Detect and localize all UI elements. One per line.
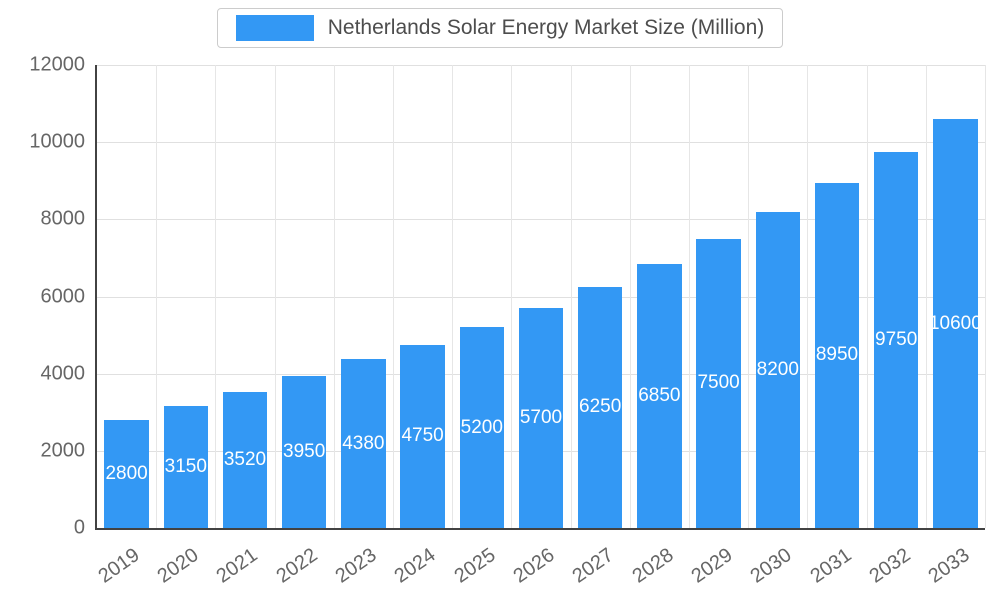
y-axis-tick-label: 6000 bbox=[40, 285, 86, 307]
gridline bbox=[688, 65, 690, 528]
x-axis-tick-label: 2032 bbox=[865, 544, 915, 588]
bar-value-label: 2800 bbox=[105, 462, 148, 484]
gridline bbox=[748, 65, 750, 528]
legend-swatch bbox=[235, 15, 314, 41]
bar-value-label: 3150 bbox=[164, 456, 207, 478]
x-axis-tick-label: 2019 bbox=[94, 544, 144, 588]
bar-value-label: 4750 bbox=[401, 425, 444, 447]
gridline bbox=[452, 65, 454, 528]
x-axis-tick-label: 2026 bbox=[509, 544, 559, 588]
bar[interactable]: 10600 bbox=[929, 119, 982, 528]
gridline bbox=[629, 65, 631, 528]
x-axis-tick-label: 2028 bbox=[628, 544, 678, 588]
x-axis: 2019 2020 2021 2022 2023 2024 2025 2026 2027 2028… bbox=[94, 538, 985, 598]
y-axis-tick-label: 10000 bbox=[29, 130, 85, 153]
gridline bbox=[97, 65, 985, 66]
gridline bbox=[511, 65, 513, 528]
bar[interactable]: 7500 bbox=[696, 238, 741, 528]
bar[interactable]: 6250 bbox=[578, 286, 623, 528]
bar[interactable]: 5700 bbox=[518, 308, 564, 528]
bar-value-label: 8950 bbox=[815, 344, 859, 366]
x-axis-tick-label: 2031 bbox=[806, 544, 856, 588]
bar[interactable]: 5200 bbox=[459, 327, 504, 528]
gridline bbox=[807, 65, 809, 528]
bar-value-label: 5200 bbox=[460, 416, 503, 438]
bar[interactable]: 4750 bbox=[400, 344, 445, 528]
bar[interactable]: 3520 bbox=[222, 392, 268, 528]
gridline bbox=[985, 65, 986, 528]
bar[interactable]: 9750 bbox=[874, 151, 919, 528]
x-axis-tick-label: 2033 bbox=[924, 544, 974, 588]
bar-value-label: 5700 bbox=[519, 407, 563, 429]
bar-value-label: 6850 bbox=[638, 384, 681, 406]
x-axis-tick-label: 2023 bbox=[331, 544, 381, 588]
bar[interactable]: 3150 bbox=[163, 406, 208, 528]
bar[interactable]: 2800 bbox=[104, 419, 149, 528]
gridline bbox=[97, 142, 985, 144]
bar[interactable]: 8950 bbox=[814, 182, 860, 528]
plot-area: 0 2000 4000 6000 8000 10000 12000 2800 3150 3520 3… bbox=[29, 54, 986, 539]
bar-value-label: 10600 bbox=[928, 312, 982, 334]
y-axis-tick-label: 0 bbox=[73, 516, 85, 539]
x-axis-tick-label: 2027 bbox=[568, 544, 618, 588]
gridline bbox=[97, 296, 985, 298]
legend-item[interactable]: Netherlands Solar Energy Market Size (Mi… bbox=[216, 8, 784, 48]
gridline bbox=[866, 65, 868, 528]
gridline bbox=[97, 219, 985, 221]
bar[interactable]: 4380 bbox=[341, 359, 386, 528]
bar-value-label: 3520 bbox=[223, 449, 267, 471]
legend-label: Netherlands Solar Energy Market Size (Mi… bbox=[327, 16, 765, 39]
y-axis-tick-label: 2000 bbox=[40, 439, 86, 462]
x-axis-tick-label: 2025 bbox=[450, 544, 500, 588]
x-axis-tick-label: 2020 bbox=[153, 544, 203, 588]
gridline bbox=[925, 65, 927, 528]
gridline bbox=[392, 65, 394, 528]
x-axis-tick-label: 2024 bbox=[390, 544, 440, 588]
x-axis-tick-label: 2021 bbox=[212, 544, 262, 588]
x-axis-tick-label: 2022 bbox=[272, 544, 322, 588]
bar-value-label: 7500 bbox=[697, 372, 740, 394]
y-axis-tick-label: 8000 bbox=[40, 207, 86, 230]
x-axis-tick-label: 2029 bbox=[687, 544, 737, 588]
gridline bbox=[156, 65, 158, 528]
bar-value-label: 3950 bbox=[283, 440, 326, 462]
bar[interactable]: 6850 bbox=[637, 263, 682, 528]
gridline bbox=[333, 65, 335, 528]
gridline bbox=[274, 65, 276, 528]
legend: Netherlands Solar Energy Market Size (Mi… bbox=[0, 8, 1000, 48]
bar-value-label: 4380 bbox=[342, 432, 385, 454]
x-axis-tick-label: 2030 bbox=[746, 544, 796, 588]
bar-value-label: 9750 bbox=[875, 328, 918, 350]
bar[interactable]: 3950 bbox=[282, 375, 327, 528]
bar[interactable]: 8200 bbox=[755, 211, 800, 528]
y-axis-tick-label: 12000 bbox=[29, 53, 85, 76]
bar-value-label: 8200 bbox=[756, 358, 799, 380]
gridline bbox=[215, 65, 217, 528]
gridline bbox=[570, 65, 572, 528]
y-axis-tick-label: 4000 bbox=[40, 362, 86, 385]
bar-value-label: 6250 bbox=[579, 396, 622, 418]
